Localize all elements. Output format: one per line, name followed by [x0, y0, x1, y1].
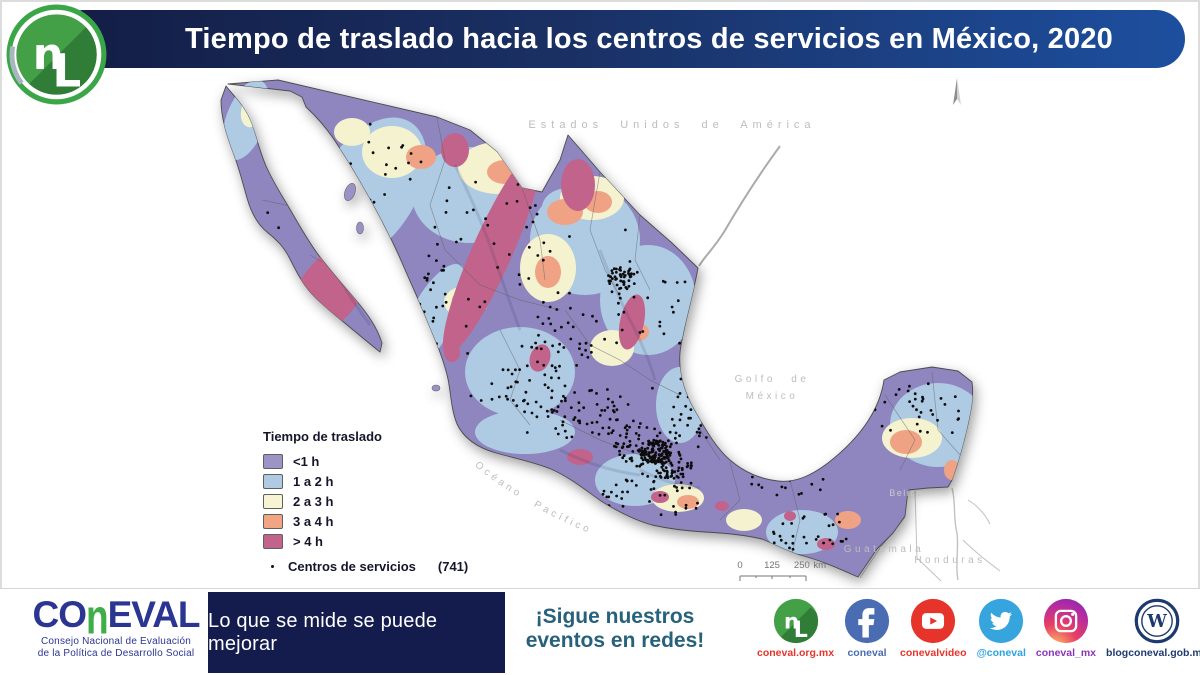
- social-link-twitter[interactable]: @coneval: [977, 598, 1026, 659]
- legend-title: Tiempo de traslado: [263, 429, 382, 444]
- legend-swatch: [263, 513, 283, 529]
- svg-text:L: L: [793, 618, 807, 643]
- coneval-logo-icon: n L: [6, 4, 107, 105]
- legend-swatch: [263, 533, 283, 549]
- social-links: n L coneval.org.mx coneval conevalvideo: [752, 598, 1200, 659]
- svg-text:0: 0: [737, 560, 742, 571]
- coneval-web-icon: n L: [773, 598, 818, 644]
- coneval-subtitle-1: Consejo Nacional de Evaluación: [41, 636, 191, 647]
- legend-swatch: [263, 453, 283, 469]
- svg-text:250 km: 250 km: [794, 560, 826, 571]
- travel-time-regions: [222, 80, 973, 555]
- svg-text:n: n: [784, 608, 799, 633]
- legend-item: 1 a 2 h: [263, 471, 468, 491]
- label-gulf-1: Golfo de: [735, 374, 810, 385]
- service-center-dots: [265, 112, 960, 551]
- label-honduras: Honduras: [914, 555, 985, 566]
- svg-text:W: W: [1146, 612, 1167, 632]
- social-link-wordpress[interactable]: W blogconeval.gob.mx: [1106, 598, 1200, 659]
- north-arrow-icon: [953, 78, 961, 105]
- coneval-wordmark: COnEVAL Consejo Nacional de Evaluación d…: [32, 589, 200, 659]
- points-count: (741): [437, 559, 469, 574]
- svg-text:125: 125: [764, 560, 780, 571]
- wordpress-icon: W: [1134, 598, 1180, 644]
- label-guatemala: Guatemala: [844, 544, 924, 555]
- footer-bar: COnEVAL Consejo Nacional de Evaluación d…: [0, 588, 1200, 675]
- social-link-facebook[interactable]: coneval: [844, 598, 890, 659]
- label-belize: Belice: [889, 488, 923, 498]
- instagram-icon: [1043, 598, 1089, 644]
- motto-text: Lo que se mide se puede mejorar: [208, 609, 438, 655]
- youtube-icon: [911, 598, 956, 644]
- legend-item: 3 a 4 h: [263, 511, 468, 531]
- label-usa: Estados Unidos de América: [528, 119, 815, 131]
- social-cta: ¡Sigue nuestros eventos en redes!: [525, 605, 705, 652]
- page-title: Tiempo de traslado hacia los centros de …: [185, 22, 1113, 55]
- label-gulf-2: México: [746, 391, 799, 402]
- motto-box: Lo que se mide se puede mejorar: [208, 592, 505, 673]
- svg-text:L: L: [52, 44, 81, 97]
- social-link-youtube[interactable]: conevalvideo: [900, 598, 967, 659]
- map-legend: Tiempo de traslado <1 h 1 a 2 h 2 a 3 h …: [263, 429, 468, 574]
- coneval-subtitle-2: de la Política de Desarrollo Social: [37, 647, 195, 659]
- legend-item: <1 h: [263, 451, 468, 471]
- social-link-coneval-web[interactable]: n L coneval.org.mx: [757, 598, 834, 659]
- legend-item: 2 a 3 h: [263, 491, 468, 511]
- twitter-icon: [979, 598, 1024, 644]
- state-boundaries: [261, 116, 961, 555]
- scale-bar: 0 125 250 km: [737, 560, 826, 581]
- title-banner: Tiempo de traslado hacia los centros de …: [55, 10, 1185, 68]
- points-label: Centros de servicios: [288, 559, 416, 574]
- legend-swatch: [263, 493, 283, 509]
- legend-swatch: [263, 473, 283, 489]
- legend-points-item: Centros de servicios (741): [263, 559, 468, 574]
- legend-item: > 4 h: [263, 531, 468, 551]
- facebook-icon: [844, 598, 890, 644]
- social-link-instagram[interactable]: coneval_mx: [1036, 598, 1096, 659]
- svg-text:n: n: [33, 30, 64, 80]
- point-marker-icon: [271, 565, 274, 568]
